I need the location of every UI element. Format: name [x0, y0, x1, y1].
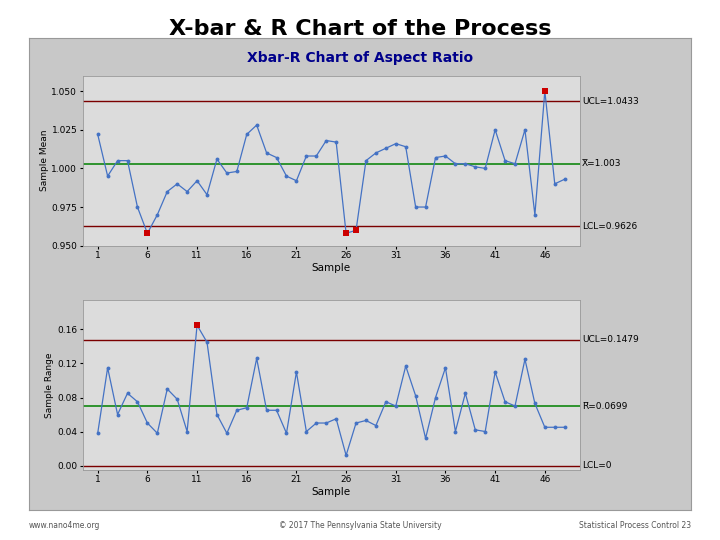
Text: UCL=0.1479: UCL=0.1479 — [582, 335, 639, 345]
Text: Xbar-R Chart of Aspect Ratio: Xbar-R Chart of Aspect Ratio — [247, 51, 473, 65]
Text: Statistical Process Control 23: Statistical Process Control 23 — [579, 521, 691, 530]
Text: www.nano4me.org: www.nano4me.org — [29, 521, 100, 530]
Text: © 2017 The Pennsylvania State University: © 2017 The Pennsylvania State University — [279, 521, 441, 530]
X-axis label: Sample: Sample — [312, 263, 351, 273]
X-axis label: Sample: Sample — [312, 487, 351, 497]
Text: X-bar & R Chart of the Process: X-bar & R Chart of the Process — [168, 19, 552, 39]
Text: UCL=1.0433: UCL=1.0433 — [582, 97, 639, 106]
Text: X̅=1.003: X̅=1.003 — [582, 159, 621, 168]
Text: LCL=0: LCL=0 — [582, 461, 611, 470]
Text: LCL=0.9626: LCL=0.9626 — [582, 222, 637, 231]
Y-axis label: Sample Mean: Sample Mean — [40, 130, 48, 191]
Y-axis label: Sample Range: Sample Range — [45, 352, 54, 417]
Text: R̅=0.0699: R̅=0.0699 — [582, 402, 627, 410]
